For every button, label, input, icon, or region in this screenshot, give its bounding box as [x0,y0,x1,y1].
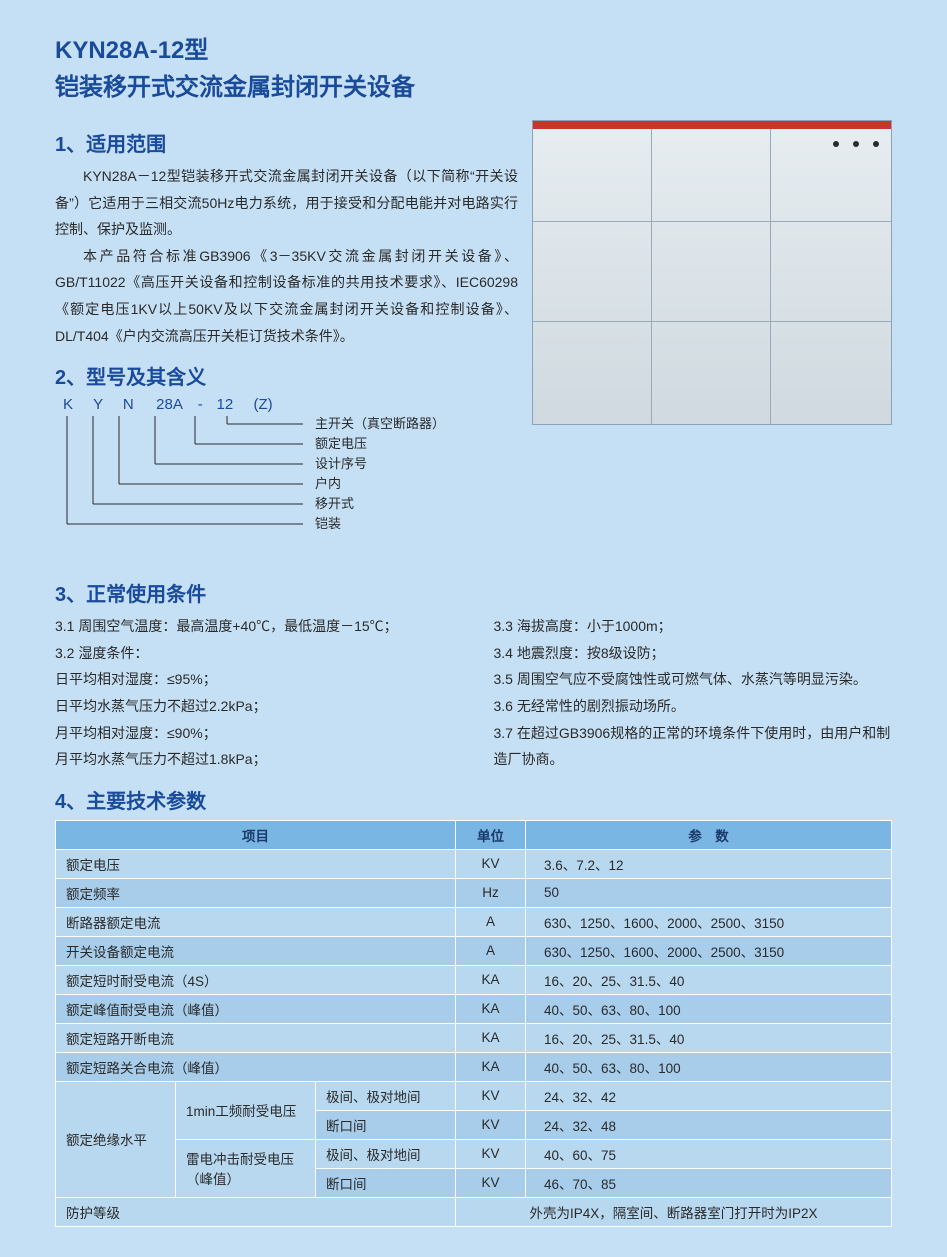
product-image [532,120,892,425]
cond-r-0: 3.3 海拔高度：小于1000m； [494,613,893,640]
model-label-0: 主开关（真空断路器） [315,414,445,434]
spec-table: 项目 单位 参 数 额定电压KV3.6、7.2、12 额定频率Hz50 断路器额… [55,820,892,1227]
table-row: 开关设备额定电流A630、1250、1600、2000、2500、3150 [56,936,892,965]
model-label-1: 额定电压 [315,434,445,454]
table-row: 雷电冲击耐受电压（峰值） 极间、极对地间 KV 40、60、75 [56,1139,892,1168]
title-line2: 铠装移开式交流金属封闭开关设备 [55,67,892,102]
cond-r-3: 3.6 无经常性的剧烈振动场所。 [494,693,893,720]
cond-r-4: 3.7 在超过GB3906规格的正常的环境条件下使用时，由用户和制造厂协商。 [494,720,893,773]
model-label-4: 移开式 [315,494,445,514]
section4-head: 4、主要技术参数 [55,785,892,814]
table-row: 额定短时耐受电流（4S）KA16、20、25、31.5、40 [56,965,892,994]
cond-r-2: 3.5 周围空气应不受腐蚀性或可燃气体、水蒸汽等明显污染。 [494,666,893,693]
conditions: 3.1 周围空气温度：最高温度+40℃，最低温度－15℃； 3.2 湿度条件： … [55,613,892,773]
th-unit: 单位 [456,820,526,849]
model-Y: Y [85,396,111,413]
conditions-left: 3.1 周围空气温度：最高温度+40℃，最低温度－15℃； 3.2 湿度条件： … [55,613,454,773]
model-28A: 28A [146,396,194,413]
scope-col: 1、适用范围 KYN28A－12型铠装移开式交流金属封闭开关设备（以下简称“开关… [55,116,518,566]
section3-head: 3、正常使用条件 [55,578,892,607]
section2-head: 2、型号及其含义 [55,361,518,390]
cond-l-2: 日平均相对湿度：≤95%； [55,666,454,693]
product-image-col [532,116,892,566]
table-row: 断路器额定电流A630、1250、1600、2000、2500、3150 [56,907,892,936]
th-param: 参 数 [526,820,892,849]
table-row: 额定短路关合电流（峰值）KA40、50、63、80、100 [56,1052,892,1081]
model-letters: K Y N 28A - 12 (Z) [55,396,279,413]
bracket-icon [55,416,315,546]
table-row: 额定峰值耐受电流（峰值）KA40、50、63、80、100 [56,994,892,1023]
model-label-5: 铠装 [315,514,445,534]
scope-p2: 本产品符合标准GB3906《3－35KV交流金属封闭开关设备》、GB/T1102… [55,243,518,349]
title-line1: KYN28A-12型 [55,30,892,65]
scope-p1: KYN28A－12型铠装移开式交流金属封闭开关设备（以下简称“开关设备”）它适用… [55,163,518,243]
cond-l-0: 3.1 周围空气温度：最高温度+40℃，最低温度－15℃； [55,613,454,640]
table-row: 额定频率Hz50 [56,878,892,907]
table-header-row: 项目 单位 参 数 [56,820,892,849]
cond-l-4: 月平均相对湿度：≤90%； [55,720,454,747]
th-item: 项目 [56,820,456,849]
section1-head: 1、适用范围 [55,128,518,157]
top-row: 1、适用范围 KYN28A－12型铠装移开式交流金属封闭开关设备（以下简称“开关… [55,116,892,566]
model-labels: 主开关（真空断路器） 额定电压 设计序号 户内 移开式 铠装 [315,414,445,534]
model-label-2: 设计序号 [315,454,445,474]
cond-r-1: 3.4 地震烈度：按8级设防； [494,640,893,667]
conditions-right: 3.3 海拔高度：小于1000m； 3.4 地震烈度：按8级设防； 3.5 周围… [494,613,893,773]
cond-l-5: 月平均水蒸气压力不超过1.8kPa； [55,746,454,773]
cond-l-1: 3.2 湿度条件： [55,640,454,667]
table-row: 防护等级 外壳为IP4X，隔室间、断路器室门打开时为IP2X [56,1197,892,1226]
model-K: K [55,396,81,413]
model-12: 12 [207,396,243,413]
model-diagram: K Y N 28A - 12 (Z) 主开关（真空断路器） 额定电压 设计序号 … [55,396,518,566]
page-title-block: KYN28A-12型 铠装移开式交流金属封闭开关设备 [55,30,892,102]
table-row: 额定电压KV3.6、7.2、12 [56,849,892,878]
cond-l-3: 日平均水蒸气压力不超过2.2kPa； [55,693,454,720]
model-N: N [115,396,141,413]
table-row: 额定短路开断电流KA16、20、25、31.5、40 [56,1023,892,1052]
model-label-3: 户内 [315,474,445,494]
model-Z: (Z) [247,396,279,413]
table-row: 额定绝缘水平 1min工频耐受电压 极间、极对地间 KV 24、32、42 [56,1081,892,1110]
model-dash: - [198,396,203,413]
